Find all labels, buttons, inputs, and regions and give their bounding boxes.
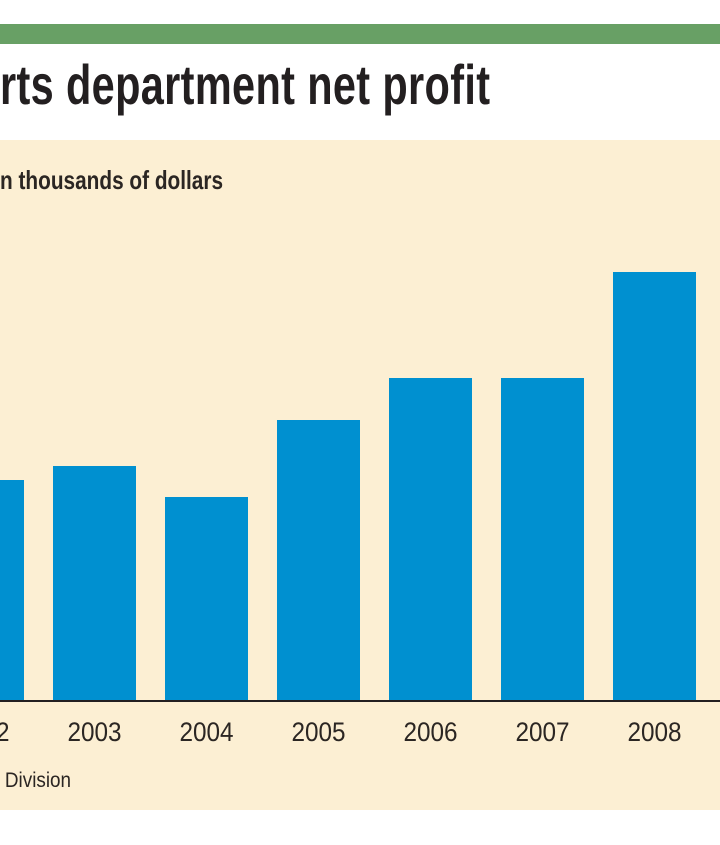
x-tick-label: 2005: [291, 718, 345, 747]
bar-2005: [277, 420, 360, 700]
x-tick-label: 2003: [67, 718, 121, 747]
chart-subtitle: n thousands of dollars: [0, 165, 224, 195]
x-tick-label: 2004: [179, 718, 233, 747]
chart-source: is Division: [0, 769, 72, 792]
bar-2008: [613, 272, 696, 700]
bar-2006: [389, 378, 472, 700]
x-tick-label: 2007: [515, 718, 569, 747]
x-tick-label: 2008: [627, 718, 681, 747]
chart-title: rts department net profit: [0, 53, 491, 116]
bar-2002: [0, 480, 24, 700]
bar-2004: [165, 497, 248, 700]
x-tick-label: 2006: [403, 718, 457, 747]
x-tick-label: 2002: [0, 718, 10, 747]
bar-2007: [501, 378, 584, 700]
header-rule: [0, 24, 720, 44]
bar-2003: [53, 466, 136, 700]
